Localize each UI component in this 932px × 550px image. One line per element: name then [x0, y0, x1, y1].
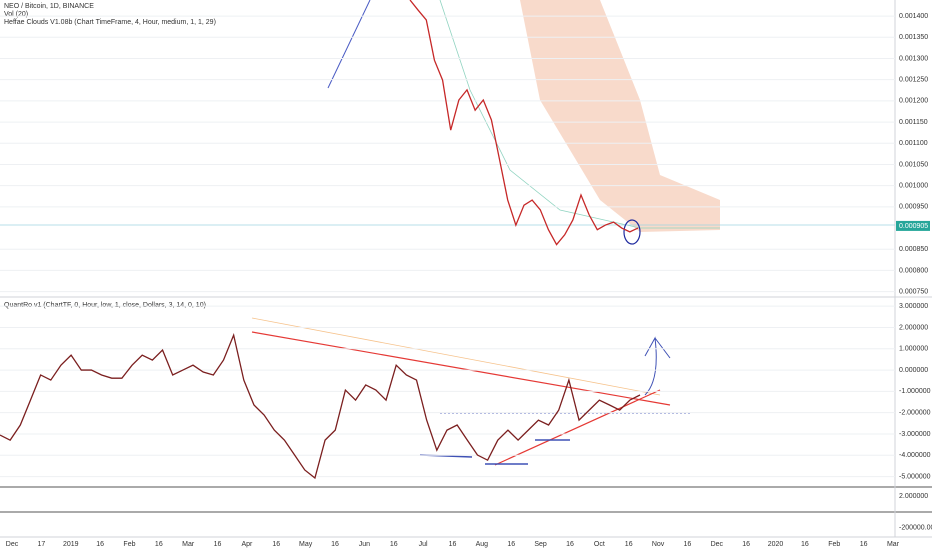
- x-tick-label: 16: [566, 541, 574, 548]
- resistance-line: [251, 317, 661, 396]
- x-tick-label: 16: [214, 541, 222, 548]
- x-tick-label: Aug: [476, 541, 489, 548]
- x-tick-label: Oct: [594, 541, 605, 548]
- y-tick-label: 0.001250: [899, 77, 928, 84]
- y-tick-label: 0.001400: [899, 13, 928, 20]
- x-tick-label: 16: [684, 541, 692, 548]
- y-tick-label: 0.000850: [899, 246, 928, 253]
- legend-indicator: Vol (20): [4, 11, 28, 18]
- x-tick-label: 16: [742, 541, 750, 548]
- x-tick-label: 17: [37, 541, 45, 548]
- x-tick-label: Apr: [241, 541, 253, 548]
- x-tick-label: Dec: [6, 541, 19, 548]
- x-tick-label: Feb: [828, 541, 840, 548]
- x-tick-label: Nov: [652, 541, 665, 548]
- x-tick-label: Dec: [711, 541, 724, 548]
- y-tick-label: 0.000000: [899, 367, 928, 374]
- x-tick-label: 16: [449, 541, 457, 548]
- y-tick-label: 0.001200: [899, 98, 928, 105]
- x-tick-label: 2020: [768, 541, 784, 548]
- y-tick-label: 0.000750: [899, 288, 928, 295]
- y-tick-label: 3.000000: [899, 303, 928, 310]
- x-tick-label: 16: [860, 541, 868, 548]
- legend-indicator: Heffae Clouds V1.08b (Chart TimeFrame, 4…: [4, 19, 216, 26]
- y-tick-label: -3.000000: [899, 431, 931, 438]
- x-tick-label: Feb: [123, 541, 135, 548]
- last-price-label: 0.000905: [899, 223, 928, 230]
- x-tick-label: 16: [96, 541, 104, 548]
- y-tick-label: 1.000000: [899, 346, 928, 353]
- price-series: [409, 0, 639, 246]
- x-tick-label: 16: [507, 541, 515, 548]
- support-line: [494, 389, 661, 466]
- x-tick-label: 16: [801, 541, 809, 548]
- y-tick-label: -2.000000: [899, 410, 931, 417]
- legend-symbol: NEO / Bitcoin, 1D, BINANCE: [4, 3, 94, 10]
- x-tick-label: Mar: [182, 541, 195, 548]
- y-tick-label: 0.001350: [899, 34, 928, 41]
- y-tick-label: 0.001000: [899, 182, 928, 189]
- resistance-line: [251, 331, 671, 406]
- y-tick-label: 0.000950: [899, 204, 928, 211]
- trend-line: [327, 0, 371, 89]
- legend-indicator: QuantRo v1 (ChartTF, 0, Hour, low, 1, cl…: [4, 302, 206, 309]
- y-tick-label: -200000.000000: [899, 524, 932, 531]
- y-tick-label: -5.000000: [899, 473, 931, 480]
- last-price-badge: [896, 220, 930, 231]
- y-tick-label: -4.000000: [899, 452, 931, 459]
- y-tick-label: 0.001300: [899, 55, 928, 62]
- x-tick-label: 16: [390, 541, 398, 548]
- x-tick-label: 2019: [63, 541, 79, 548]
- x-tick-label: 16: [155, 541, 163, 548]
- x-tick-label: 16: [331, 541, 339, 548]
- x-tick-label: May: [299, 541, 313, 548]
- x-tick-label: Jul: [419, 541, 428, 548]
- x-tick-label: Jun: [359, 541, 370, 548]
- price-series: [0, 332, 641, 480]
- x-tick-label: Sep: [534, 541, 547, 548]
- y-tick-label: 0.000800: [899, 267, 928, 274]
- y-tick-label: -1.000000: [899, 388, 931, 395]
- y-tick-label: 0.001100: [899, 140, 928, 147]
- x-tick-label: Mar: [887, 541, 900, 548]
- highlight-ellipse: [623, 219, 641, 245]
- y-tick-label: 2.000000: [899, 324, 928, 331]
- y-tick-label: 0.001150: [899, 119, 928, 126]
- x-tick-label: 16: [625, 541, 633, 548]
- y-tick-label: 2.000000: [899, 493, 928, 500]
- cloud-edge: [439, 0, 720, 229]
- y-tick-label: 0.001050: [899, 161, 928, 168]
- x-tick-label: 16: [272, 541, 280, 548]
